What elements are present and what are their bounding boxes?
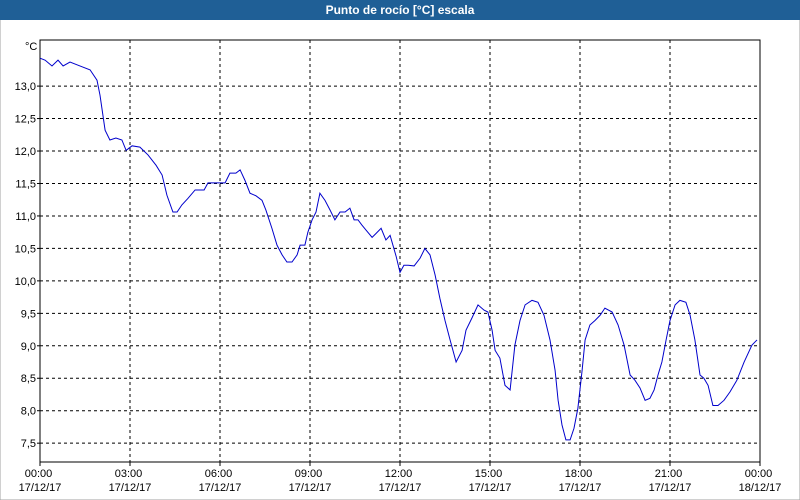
- y-tick-label: 12,5: [15, 114, 36, 126]
- y-tick-label: 7,5: [21, 438, 36, 450]
- x-tick-label: 18:00 17/12/17: [559, 468, 602, 494]
- y-tick-label: 8,0: [21, 406, 36, 418]
- y-unit: °C: [25, 41, 37, 53]
- y-tick-label: 9,5: [21, 308, 36, 320]
- x-tick-label: 09:00 17/12/17: [289, 468, 332, 494]
- data-line: [39, 57, 758, 441]
- y-tick-label: 11,0: [15, 211, 36, 223]
- y-tick-label: 11,5: [15, 178, 36, 190]
- y-tick-label: 10,5: [15, 243, 36, 255]
- chart-title: Punto de rocío [°C] escala: [326, 3, 475, 17]
- y-tick-label: 8,5: [21, 373, 36, 385]
- y-tick-label: 10,0: [15, 276, 36, 288]
- x-tick-label: 12:00 17/12/17: [379, 468, 422, 494]
- x-tick-label: 03:00 17/12/17: [109, 468, 152, 494]
- x-tick-label: 21:00 17/12/17: [649, 468, 692, 494]
- x-tick-label: 00:00 18/12/17: [739, 468, 782, 494]
- title-bar: [0, 0, 800, 20]
- y-tick-label: 9,0: [21, 341, 36, 353]
- x-tick-label: 00:00 17/12/17: [19, 468, 62, 494]
- y-tick-label: 12,0: [15, 146, 36, 158]
- x-tick-label: 15:00 17/12/17: [469, 468, 512, 494]
- y-tick-label: 13,0: [15, 81, 36, 93]
- x-tick-label: 06:00 17/12/17: [199, 468, 242, 494]
